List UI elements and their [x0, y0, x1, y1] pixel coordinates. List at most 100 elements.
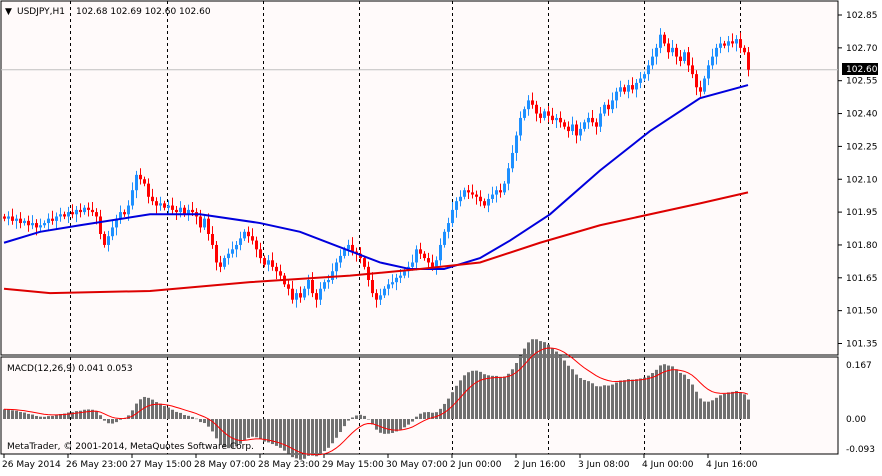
macd-histogram-bar — [247, 419, 250, 438]
macd-histogram-bar — [671, 366, 674, 419]
macd-histogram-bar — [75, 411, 78, 419]
macd-histogram-bar — [315, 419, 318, 457]
candle-body — [379, 295, 382, 300]
price-tick-label: 101.80 — [846, 241, 878, 251]
price-tick-label: 102.10 — [846, 175, 878, 185]
macd-histogram-bar — [95, 410, 98, 419]
candle-body — [127, 205, 130, 215]
macd-histogram-bar — [243, 419, 246, 441]
candle-body — [615, 91, 618, 101]
candle-body — [123, 212, 126, 215]
macd-histogram-bar — [119, 419, 122, 420]
candle-body — [47, 218, 50, 224]
time-tick-label: 2 Jun 00:00 — [450, 460, 502, 470]
macd-histogram-bar — [231, 419, 234, 448]
macd-histogram-bar — [379, 419, 382, 433]
macd-histogram-bar — [187, 415, 190, 419]
macd-histogram-bar — [251, 419, 254, 437]
candle-body — [275, 266, 278, 272]
price-tick-label: 102.70 — [846, 44, 878, 54]
candle-body — [399, 275, 402, 278]
macd-histogram-bar — [343, 419, 346, 427]
macd-histogram-bar — [515, 363, 518, 419]
macd-histogram-bar — [91, 409, 94, 419]
candle-body — [363, 258, 366, 267]
macd-histogram-bar — [459, 380, 462, 419]
current-price-box — [842, 63, 878, 75]
candle-body — [227, 253, 230, 259]
candle-body — [339, 255, 342, 263]
macd-histogram-bar — [19, 411, 22, 419]
chart-symbol: USDJPY,H1 — [17, 7, 65, 17]
candle-body — [479, 196, 482, 202]
candle-body — [687, 52, 690, 66]
macd-histogram-bar — [543, 342, 546, 419]
candle-body — [139, 174, 142, 180]
macd-histogram-bar — [439, 408, 442, 419]
macd-histogram-bar — [519, 355, 522, 419]
candle-body — [431, 262, 434, 267]
candle-body — [263, 258, 266, 265]
macd-histogram-bar — [583, 379, 586, 419]
macd-histogram-bar — [479, 371, 482, 419]
candle-body — [647, 65, 650, 75]
macd-histogram-bar — [235, 419, 238, 447]
macd-histogram-bar — [275, 419, 278, 446]
macd-histogram-bar — [259, 419, 262, 440]
macd-histogram-bar — [131, 410, 134, 419]
candle-body — [163, 203, 166, 208]
macd-histogram-bar — [547, 344, 550, 419]
macd-histogram-bar — [227, 419, 230, 449]
copyright-text: MetaTrader, © 2001-2014, MetaQuotes Soft… — [7, 442, 254, 452]
macd-histogram-bar — [607, 385, 610, 419]
candle-body — [411, 262, 414, 267]
candle-body — [23, 220, 26, 224]
candle-body — [87, 207, 90, 210]
candle-body — [7, 216, 10, 219]
collapse-triangle-icon[interactable]: ▼ — [5, 7, 12, 17]
candle-body — [527, 100, 530, 110]
macd-histogram-bar — [715, 397, 718, 419]
candle-body — [575, 124, 578, 136]
macd-histogram-bar — [135, 403, 138, 419]
macd-histogram-bar — [387, 419, 390, 434]
macd-histogram-bar — [403, 419, 406, 428]
candle-body — [67, 212, 70, 217]
price-tick-label: 102.85 — [846, 11, 878, 21]
macd-histogram-bar — [731, 391, 734, 419]
price-tick-label: 102.25 — [846, 142, 878, 152]
macd-histogram-bar — [511, 369, 514, 419]
macd-histogram-bar — [167, 407, 170, 419]
candle-body — [95, 212, 98, 217]
candle-body — [323, 282, 326, 289]
candle-body — [307, 279, 310, 289]
macd-histogram-bar — [507, 373, 510, 419]
macd-histogram-bar — [447, 398, 450, 419]
candle-body — [459, 196, 462, 202]
candle-body — [491, 194, 494, 199]
macd-histogram-bar — [31, 414, 34, 419]
candle-body — [415, 249, 418, 263]
candle-body — [631, 85, 634, 90]
candle-body — [99, 216, 102, 234]
macd-histogram-bar — [99, 415, 102, 419]
macd-histogram-bar — [591, 383, 594, 419]
candle-body — [515, 135, 518, 153]
candle-body — [271, 260, 274, 267]
candle-body — [171, 205, 174, 210]
macd-histogram-bar — [399, 419, 402, 430]
candle-body — [659, 34, 662, 48]
macd-histogram-bar — [51, 415, 54, 419]
macd-histogram-bar — [555, 351, 558, 419]
candle-body — [79, 209, 82, 213]
macd-histogram-bar — [163, 406, 166, 419]
price-tick-label: 102.55 — [846, 77, 878, 87]
macd-histogram-bar — [291, 419, 294, 458]
candle-body — [383, 288, 386, 296]
macd-label: MACD(12,26,9) 0.041 0.053 — [7, 364, 133, 374]
candle-body — [239, 238, 242, 245]
macd-histogram-bar — [15, 410, 18, 419]
candle-body — [671, 47, 674, 53]
candle-body — [635, 82, 638, 90]
